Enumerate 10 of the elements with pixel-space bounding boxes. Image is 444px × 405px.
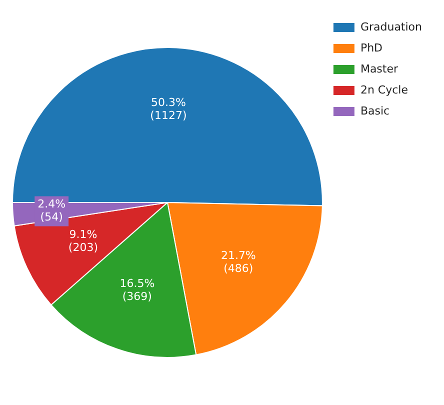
legend-label: PhD	[360, 41, 383, 54]
data-label: 16.5% (369)	[120, 276, 155, 303]
data-label: 9.1% (203)	[68, 228, 98, 254]
legend-label: Master	[360, 62, 398, 76]
data-label: 21.7% (486)	[220, 248, 256, 275]
legend-label: Graduation	[360, 20, 422, 34]
legend-label: 2n Cycle	[360, 83, 408, 96]
legend-label: Basic	[360, 104, 390, 118]
data-label: 2.4% (54)	[38, 198, 66, 224]
data-label: 50.3% (1127)	[150, 96, 187, 122]
